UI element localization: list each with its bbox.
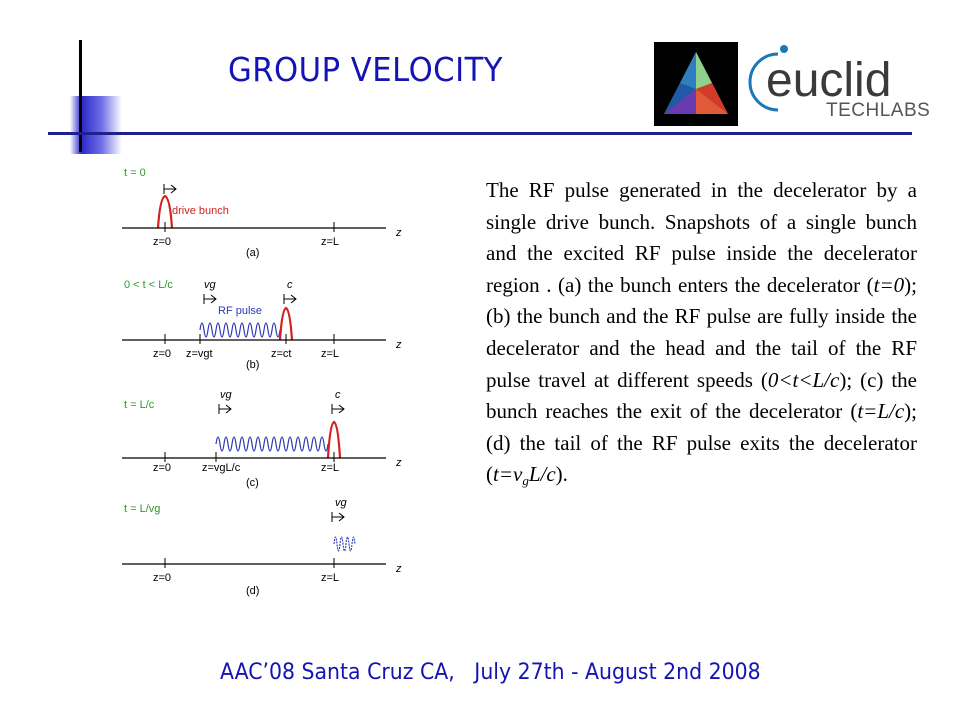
axis-label-b: z [395, 339, 402, 351]
caption-subscript: g [522, 473, 529, 489]
arrow-icon [331, 404, 345, 414]
euclid-logo-subtext: TECHLABS [826, 100, 930, 121]
drive-bunch [156, 194, 174, 229]
panel-label-b: (b) [246, 359, 259, 371]
tick-z0-b: z=0 [153, 348, 171, 360]
bunch-b [278, 306, 294, 341]
tick-zL-d: z=L [321, 572, 339, 584]
time-label-c: t = L/c [124, 399, 155, 411]
axis-label-c: z [395, 457, 402, 469]
rf-pulse-wave-b [199, 322, 281, 338]
caption-text: ); (d) the tail of the RF pulse exits th… [486, 399, 917, 487]
arrow-icon [163, 184, 177, 194]
bunch-c [326, 420, 342, 459]
decorative-vertical-line [79, 40, 82, 152]
caption-italic: t=v [493, 462, 523, 487]
panel-c: t = L/c vg c z z=0 z=vgL/c z=L (c) [122, 389, 402, 489]
time-label-d: t = L/vg [124, 503, 160, 515]
figure-caption: The RF pulse generated in the decelerato… [486, 175, 917, 491]
decorative-gradient-block [64, 96, 122, 154]
caption-italic: 0<t<L/c [767, 367, 840, 392]
euclid-logo-text: euclid [766, 54, 891, 107]
arrow-icon [331, 512, 345, 522]
panel-d: t = L/vg vg z z=0 z=L (d) [122, 497, 402, 597]
arrow-icon [218, 404, 232, 414]
group-velocity-figure: t = 0 drive bunch z z=0 z=L (a) 0 < t < … [122, 167, 402, 597]
vg-label-c: vg [220, 389, 233, 401]
time-label-b: 0 < t < L/c [124, 279, 173, 291]
title-underline [48, 132, 912, 135]
rf-pulse-wave-d [333, 536, 356, 552]
rf-pulse-wave-c [215, 436, 329, 452]
vg-label-b: vg [204, 279, 217, 291]
caption-text: ); (b) the bunch and the RF pulse are fu… [486, 272, 917, 392]
c-label-b: c [287, 279, 293, 291]
tick-zvgt-b: z=vgt [186, 348, 213, 360]
time-label-a: t = 0 [124, 167, 146, 179]
caption-text: The RF pulse generated in the decelerato… [486, 178, 917, 297]
tick-z0-a: z=0 [153, 236, 171, 248]
drive-bunch-label: drive bunch [172, 205, 229, 217]
slide-footer: AAC’08 Santa Cruz CA, July 27th - August… [220, 660, 761, 685]
tick-zvgL-c: z=vgL/c [202, 462, 241, 474]
triangle-logo [654, 42, 738, 126]
c-label-c: c [335, 389, 341, 401]
axis-label-a: z [395, 227, 402, 239]
tick-zL-a: z=L [321, 236, 339, 248]
caption-italic: t=L/c [857, 399, 905, 424]
vg-label-d: vg [335, 497, 348, 509]
panel-b: 0 < t < L/c vg c RF pulse z z=0 z=vgt z=… [122, 279, 402, 371]
rf-pulse-label: RF pulse [218, 305, 262, 317]
caption-italic: t=0 [873, 272, 905, 297]
arrow-icon [283, 294, 297, 304]
tick-z0-c: z=0 [153, 462, 171, 474]
panel-label-c: (c) [246, 477, 259, 489]
tick-z0-d: z=0 [153, 572, 171, 584]
tick-zL-b: z=L [321, 348, 339, 360]
panel-label-a: (a) [246, 247, 259, 259]
tick-zct-b: z=ct [271, 348, 291, 360]
caption-italic: L/c [528, 462, 556, 487]
caption-text: ). [555, 462, 568, 487]
caption-text: ); (c) the bunch reaches the exit of the… [486, 367, 917, 424]
panel-a: t = 0 drive bunch z z=0 z=L (a) [122, 167, 402, 259]
euclid-techlabs-logo: euclid TECHLABS [748, 45, 930, 121]
axis-label-d: z [395, 563, 402, 575]
tick-zL-c: z=L [321, 462, 339, 474]
slide-title: GROUP VELOCITY [228, 50, 504, 89]
arrow-icon [203, 294, 217, 304]
panel-label-d: (d) [246, 585, 259, 597]
